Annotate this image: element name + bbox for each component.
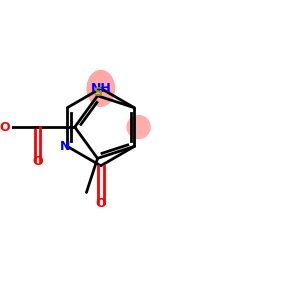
- Ellipse shape: [126, 115, 151, 139]
- Ellipse shape: [86, 70, 115, 107]
- Text: N: N: [60, 140, 70, 153]
- Text: O: O: [95, 196, 106, 209]
- Text: O: O: [0, 121, 10, 134]
- Text: S: S: [93, 86, 102, 99]
- Text: NH: NH: [90, 82, 111, 95]
- Text: O: O: [32, 155, 43, 168]
